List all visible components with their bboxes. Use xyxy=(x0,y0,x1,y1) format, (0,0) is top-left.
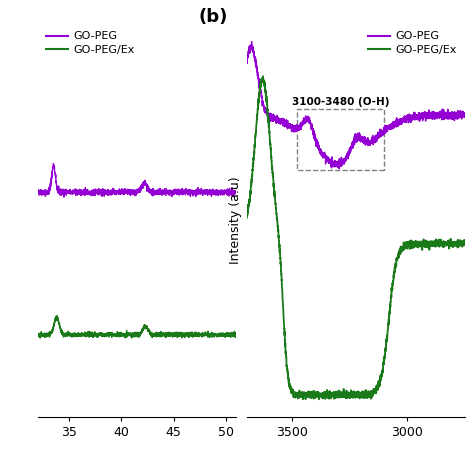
Bar xyxy=(297,109,384,170)
Text: (b): (b) xyxy=(199,8,228,26)
Text: 3100-3480 (O-H): 3100-3480 (O-H) xyxy=(292,97,389,107)
Y-axis label: Intensity (a.u): Intensity (a.u) xyxy=(229,177,242,264)
Legend: GO-PEG, GO-PEG/Ex: GO-PEG, GO-PEG/Ex xyxy=(44,29,137,57)
Legend: GO-PEG, GO-PEG/Ex: GO-PEG, GO-PEG/Ex xyxy=(365,29,459,57)
